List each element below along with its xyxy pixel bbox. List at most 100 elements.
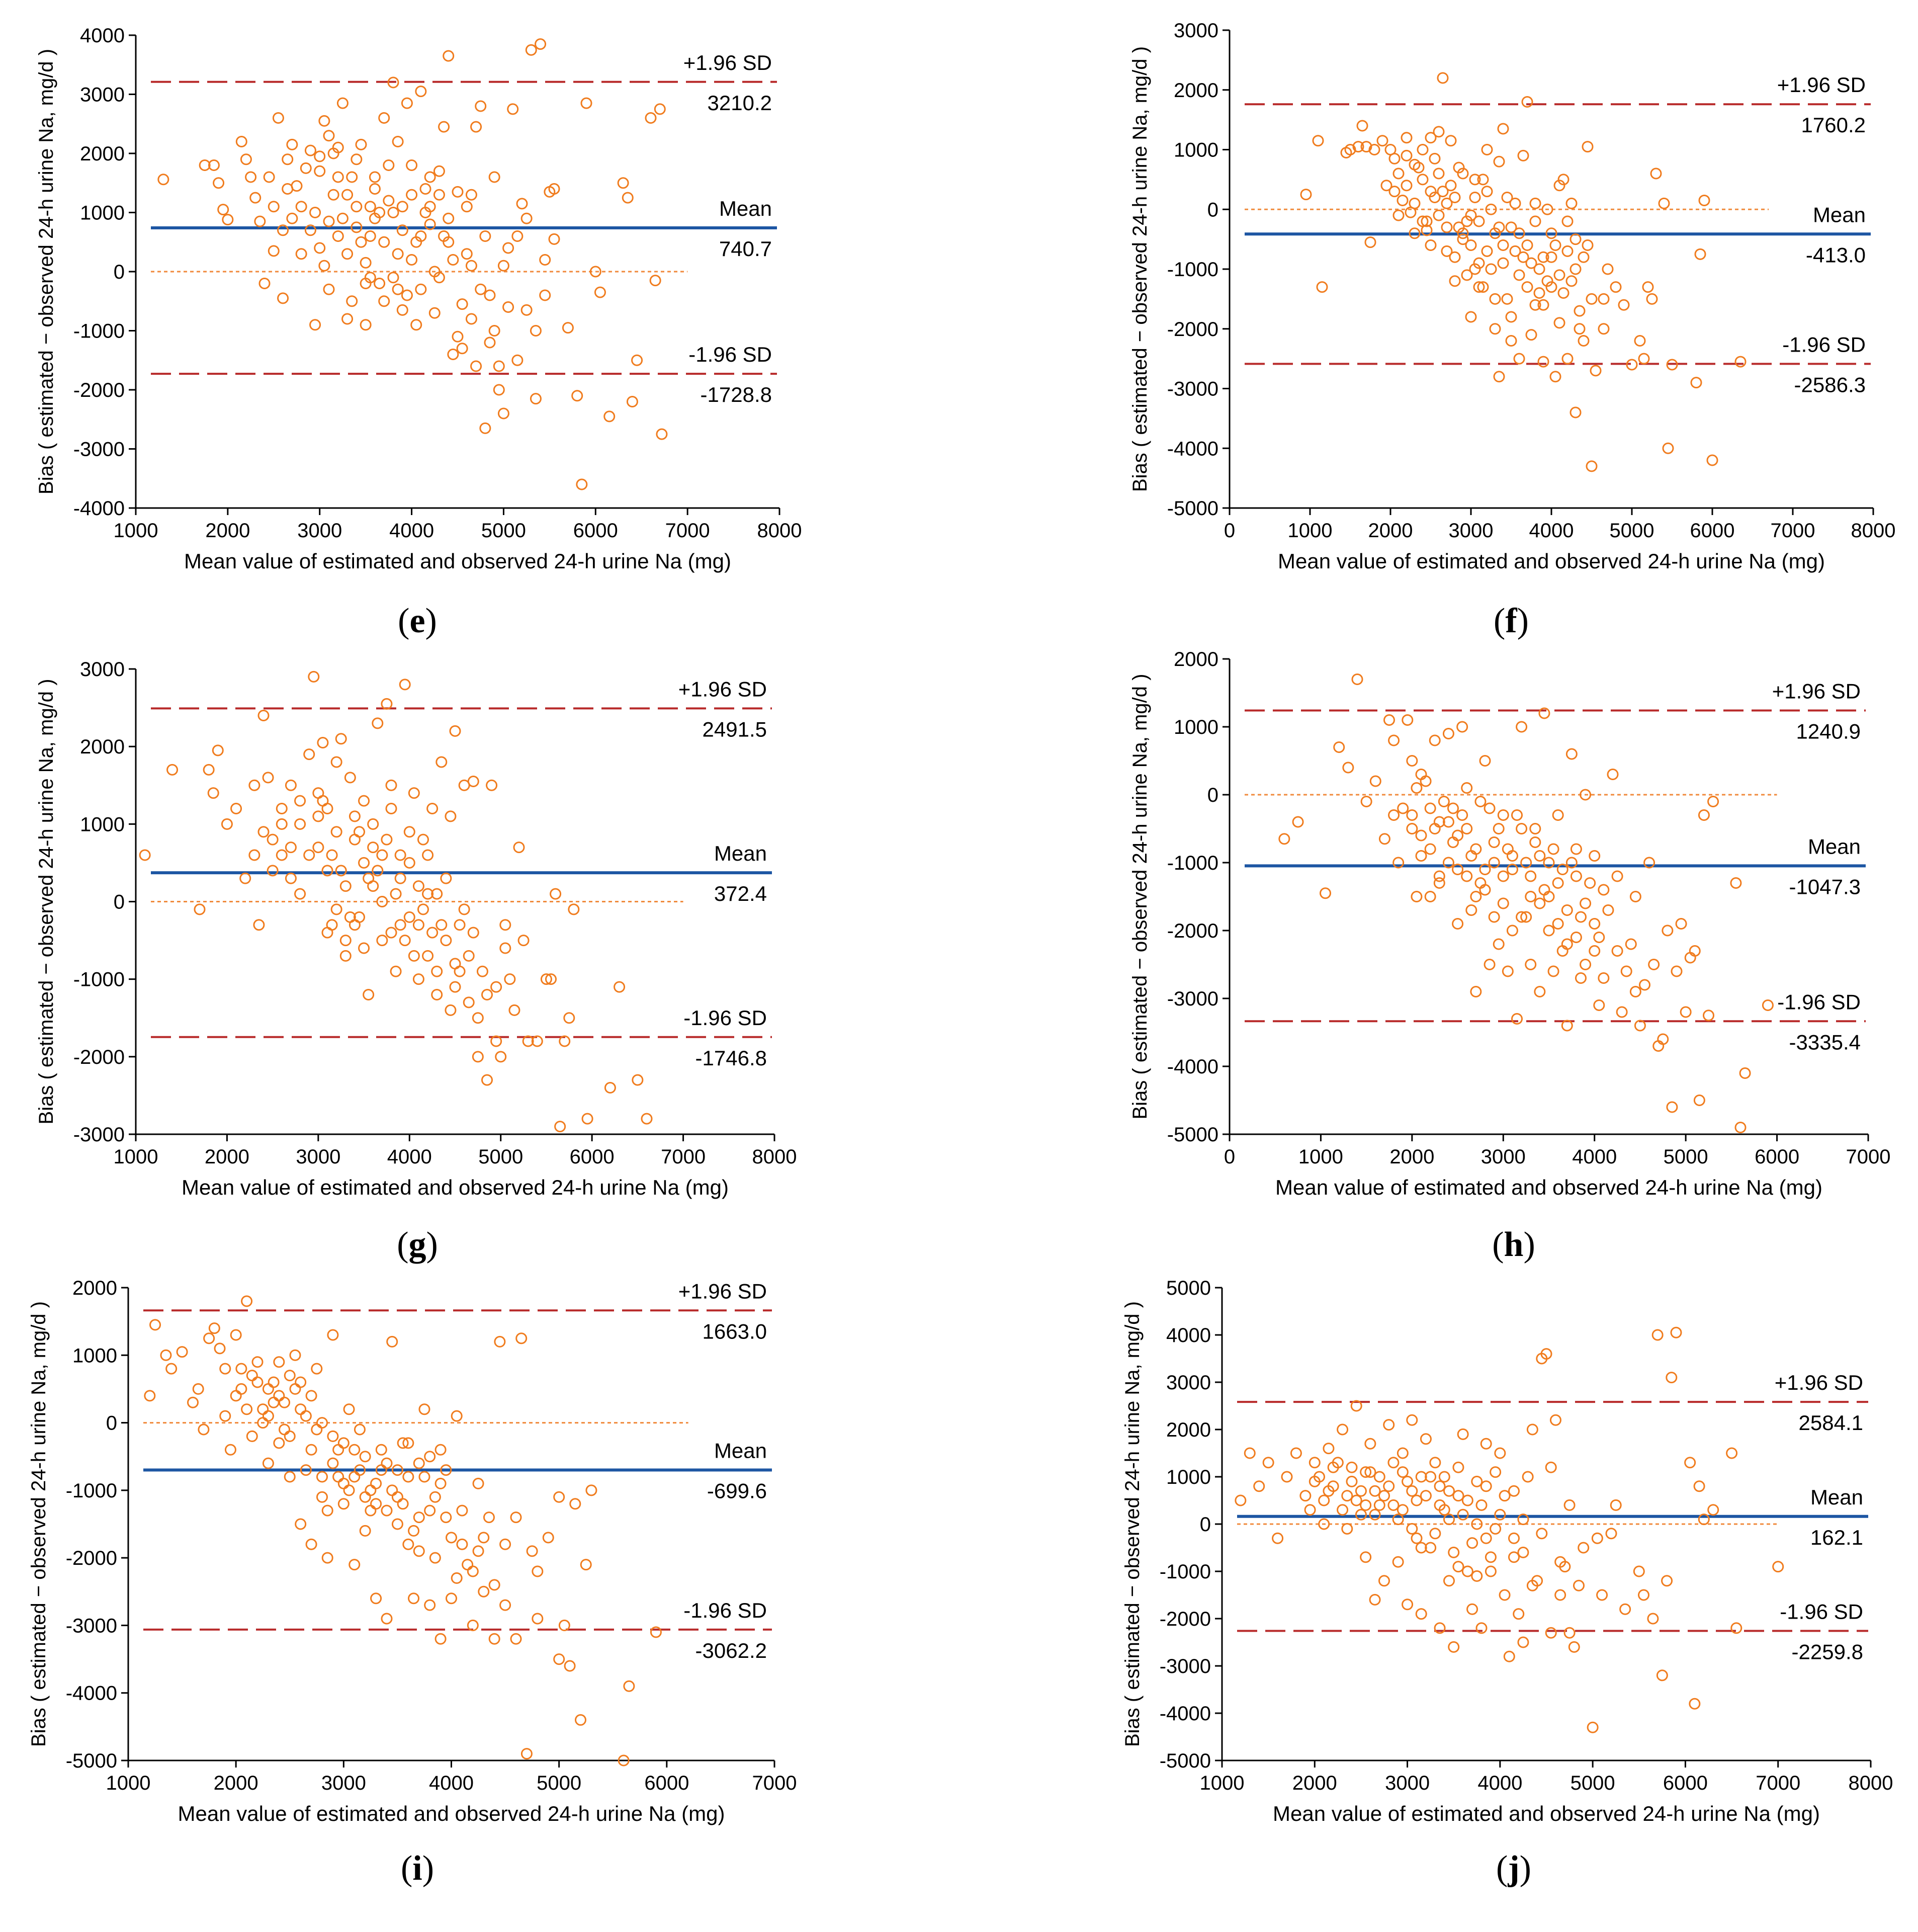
data-point xyxy=(429,1491,441,1503)
data-point xyxy=(1522,1471,1534,1483)
data-point xyxy=(372,865,384,877)
data-point xyxy=(434,1477,447,1489)
x-tick-label: 6000 xyxy=(573,520,618,542)
data-point xyxy=(412,880,424,892)
data-point xyxy=(1465,904,1477,916)
data-point xyxy=(1618,299,1630,311)
data-point xyxy=(1383,1419,1395,1431)
data-point xyxy=(1698,1514,1710,1526)
data-point xyxy=(286,212,298,224)
data-point xyxy=(1441,221,1453,233)
data-point xyxy=(1360,1551,1372,1563)
data-point xyxy=(449,981,461,993)
data-point xyxy=(1565,857,1578,869)
data-point xyxy=(1629,986,1641,997)
data-point xyxy=(339,950,352,962)
data-point xyxy=(467,1565,479,1577)
data-point xyxy=(1470,986,1482,997)
data-point xyxy=(1456,721,1468,733)
x-tick-label: 1000 xyxy=(106,1772,151,1794)
x-tick-label: 3000 xyxy=(321,1772,366,1794)
data-point xyxy=(412,973,424,985)
data-point xyxy=(378,236,390,248)
data-point xyxy=(1541,203,1553,215)
data-point xyxy=(1565,275,1578,287)
upper-value: 1663.0 xyxy=(703,1319,767,1343)
data-point xyxy=(387,272,399,284)
data-point xyxy=(1570,263,1582,275)
data-point xyxy=(341,248,354,260)
data-point xyxy=(276,849,288,861)
data-point xyxy=(1703,1010,1714,1022)
data-point xyxy=(424,1504,436,1517)
data-point xyxy=(1497,809,1509,821)
data-point xyxy=(304,144,316,156)
data-point xyxy=(160,1349,172,1361)
panel-g: -3000 -2000 -1000 0 1000 2000 3000 1000 2000 3000… xyxy=(35,658,797,1199)
data-point xyxy=(376,935,388,947)
data-point xyxy=(1602,263,1614,275)
data-point xyxy=(1570,233,1582,245)
data-point xyxy=(1323,1485,1335,1497)
data-point xyxy=(443,212,455,224)
data-point xyxy=(1429,734,1441,746)
data-point xyxy=(1411,1494,1423,1506)
data-point xyxy=(1511,809,1523,821)
data-point xyxy=(475,100,487,112)
data-point xyxy=(1465,209,1477,221)
data-point xyxy=(1380,180,1392,192)
data-point xyxy=(1341,1490,1353,1502)
data-point xyxy=(1516,721,1528,733)
data-point xyxy=(199,159,211,171)
data-point xyxy=(418,1403,430,1415)
data-point xyxy=(332,230,344,242)
data-point xyxy=(1413,161,1425,174)
x-axis-title: Mean value of estimated and observed 24-… xyxy=(182,1175,729,1199)
x-tick-label: 7000 xyxy=(661,1146,706,1168)
data-point xyxy=(365,1484,377,1496)
data-point xyxy=(1505,311,1517,323)
data-point xyxy=(484,337,496,349)
data-point xyxy=(348,1444,361,1456)
data-point xyxy=(433,165,445,177)
data-point xyxy=(1658,197,1670,209)
data-point xyxy=(1739,1067,1751,1079)
x-tick-label: 4000 xyxy=(1572,1146,1617,1168)
data-point xyxy=(410,236,422,248)
data-point xyxy=(618,1754,630,1767)
mean-label: Mean xyxy=(1810,1485,1863,1509)
data-point xyxy=(289,1349,301,1361)
data-point xyxy=(381,1613,393,1625)
data-point xyxy=(1278,833,1290,845)
panel-h: -5000 -4000 -3000 -2000 -1000 0 1000 2000 0 1000 2… xyxy=(1129,648,1890,1199)
data-point xyxy=(449,725,461,737)
data-point xyxy=(1506,925,1518,937)
data-point xyxy=(1493,938,1505,950)
data-point xyxy=(1513,227,1525,239)
data-point xyxy=(1378,833,1390,845)
data-point xyxy=(337,1437,350,1449)
data-point xyxy=(1589,945,1601,957)
data-point xyxy=(375,1464,387,1476)
data-point xyxy=(424,218,436,230)
data-point xyxy=(1429,1457,1441,1469)
y-tick-label: -2000 xyxy=(66,1547,117,1569)
data-point xyxy=(1509,197,1521,209)
y-tick-label: -4000 xyxy=(1167,438,1218,460)
data-point xyxy=(1485,263,1497,275)
data-point xyxy=(360,319,372,331)
y-tick-label: -2000 xyxy=(1160,1608,1211,1630)
data-point xyxy=(1553,180,1565,192)
data-point xyxy=(1629,891,1641,902)
data-point xyxy=(399,935,411,947)
data-point xyxy=(1333,741,1345,753)
data-point xyxy=(1662,442,1674,454)
data-point xyxy=(1501,293,1513,305)
data-point xyxy=(1493,221,1505,233)
data-point xyxy=(1425,132,1437,144)
data-point xyxy=(1570,932,1582,943)
y-tick-label: -2000 xyxy=(73,1046,125,1068)
data-point xyxy=(1590,365,1602,377)
data-point xyxy=(1707,796,1719,807)
data-point xyxy=(391,1464,403,1476)
